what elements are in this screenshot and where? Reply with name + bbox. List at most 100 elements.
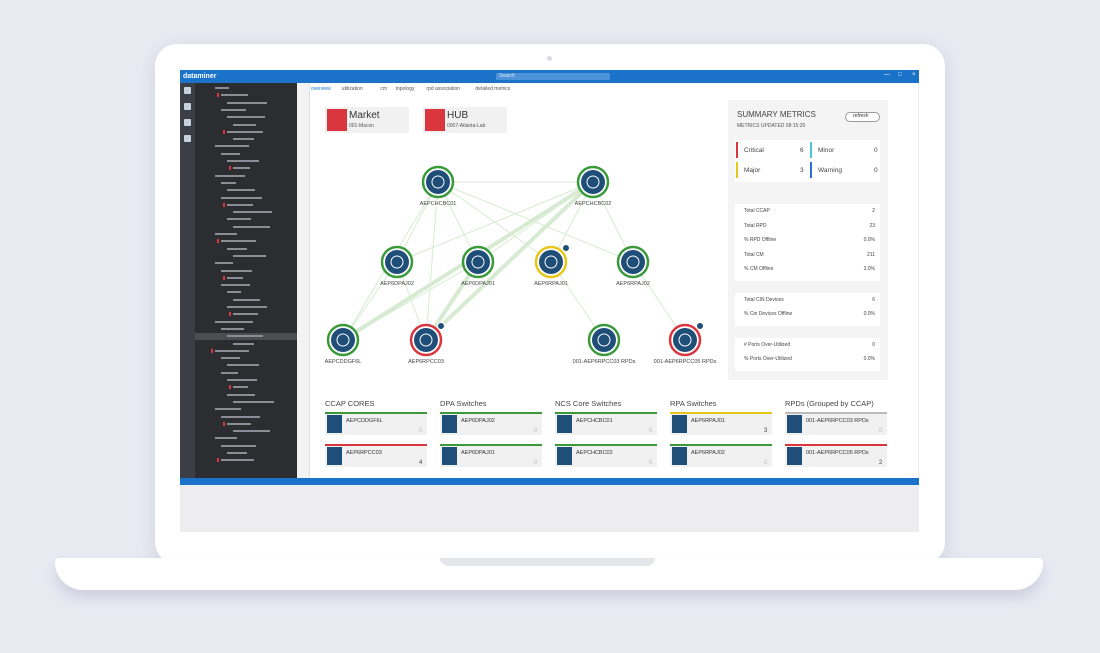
tile-count: 0 [649, 460, 653, 466]
sidebar-icon[interactable] [184, 119, 191, 126]
metric-label: % Cin Devices Offline [744, 311, 793, 317]
group-title: NCS Core Switches [555, 399, 622, 408]
metric-label: # Ports Over-Utilized [744, 341, 791, 348]
tile-name: AEP6DPAJ01 [461, 450, 495, 456]
window-control[interactable]: — [884, 72, 890, 78]
tree-item [233, 386, 248, 389]
metric-group [735, 337, 880, 371]
tile-count: 0 [649, 428, 653, 434]
tree-marker [223, 202, 225, 207]
tree-item [215, 320, 253, 323]
tree-item [233, 313, 258, 316]
alarm-box [735, 140, 880, 182]
tree-item [221, 444, 256, 447]
card-subtitle: 0007-Atlanta-Lab [447, 123, 486, 129]
tree-marker [229, 166, 231, 171]
tab[interactable]: cm [380, 86, 388, 92]
element-tile[interactable] [670, 412, 772, 435]
tree-item [221, 371, 238, 374]
tree-marker [223, 275, 225, 280]
sidebar-icon[interactable] [184, 135, 191, 142]
tree-marker [229, 385, 231, 390]
toolbar-strip [297, 83, 310, 478]
tree-item [227, 335, 263, 338]
alarm-indicator [736, 162, 738, 178]
tree-marker [217, 458, 219, 463]
refresh-label: refresh [853, 113, 869, 119]
alarm-indicator [810, 162, 812, 178]
element-tile[interactable] [785, 412, 887, 435]
sidebar-icon[interactable] [184, 87, 191, 94]
metric-label: Total RPD [744, 222, 767, 229]
element-tile[interactable] [555, 412, 657, 435]
search-box[interactable] [496, 73, 610, 80]
tree-item [215, 87, 229, 89]
tile-icon [672, 447, 687, 465]
node-label: AEP6RPAJ02 [616, 281, 650, 287]
tree-panel [195, 83, 297, 478]
tile-icon [672, 415, 687, 433]
tree-item [221, 181, 236, 184]
element-tile[interactable] [555, 444, 657, 467]
element-tile[interactable] [325, 412, 427, 435]
tree-item [233, 342, 254, 345]
tile-icon [442, 415, 457, 433]
tree-item [215, 145, 249, 148]
group-title: RPDs (Grouped by CCAP) [785, 399, 874, 408]
node-label: 001-AEP6RPCC05 RPDs [653, 359, 717, 365]
tree-marker [211, 348, 213, 353]
base-notch [440, 558, 655, 566]
element-tile[interactable] [325, 444, 427, 467]
tree-item [221, 196, 262, 199]
tree-item [233, 298, 260, 301]
group-title: CCAP CORES [325, 399, 375, 408]
tree-item [233, 138, 254, 141]
tile-name: AEP6RPCC03 [346, 450, 382, 456]
alarm-label: Warning [818, 167, 842, 174]
tab[interactable]: utilization [341, 86, 363, 92]
metric-label: Total CM [744, 251, 764, 258]
card-title: Market [349, 110, 380, 121]
sidebar-icon[interactable] [184, 103, 191, 110]
tile-icon [557, 415, 572, 433]
tree-item [221, 152, 240, 155]
tree-item [221, 269, 252, 272]
tile-icon [327, 415, 342, 433]
element-tile[interactable] [440, 412, 542, 435]
tile-count: 0 [534, 460, 538, 466]
window-control[interactable]: × [912, 72, 916, 78]
tab[interactable]: overview [311, 86, 331, 92]
metric-label: % CM Offline [744, 266, 774, 272]
alarm-label: Minor [818, 147, 835, 154]
tree-item [215, 408, 241, 411]
element-tile[interactable] [785, 444, 887, 467]
tree-item [221, 357, 240, 360]
tree-item [227, 393, 255, 396]
tab[interactable]: topology [395, 86, 415, 92]
element-tile[interactable] [440, 444, 542, 467]
tree-item [233, 211, 272, 214]
alarm-value: 0 [874, 167, 878, 174]
element-tile[interactable] [670, 444, 772, 467]
tile-count: 0 [534, 428, 538, 434]
camera [547, 56, 552, 61]
metric-group [735, 204, 880, 281]
metric-value: 3.0% [863, 266, 875, 272]
refresh-button[interactable] [845, 112, 880, 122]
metric-value: 2 [872, 208, 875, 214]
tile-icon [327, 447, 342, 465]
tile-name: AEPCHCBC01 [576, 418, 613, 424]
card-icon [425, 109, 445, 131]
tile-name: AEP6RPAJ01 [691, 418, 725, 424]
metric-group [735, 292, 880, 326]
node-label: AEP6RPAJ01 [534, 281, 568, 287]
window-control[interactable]: □ [898, 72, 902, 78]
tree-item [227, 422, 251, 425]
metric-value: 0.0% [863, 311, 875, 317]
tab[interactable]: detailed metrics [475, 86, 511, 92]
tree-item [233, 254, 266, 257]
tile-count: 2 [879, 460, 883, 466]
metric-label: % RPD Offline [744, 237, 777, 243]
tab[interactable]: rpd association [426, 86, 461, 92]
